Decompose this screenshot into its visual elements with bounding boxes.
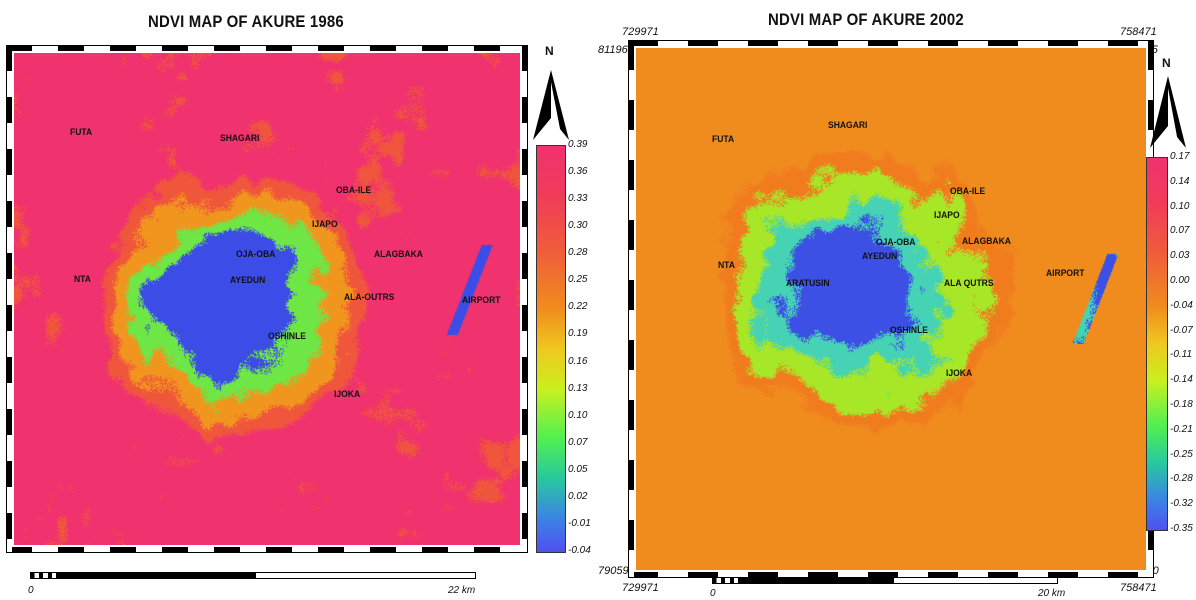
place-label: ALA-OUTRS [344, 292, 395, 302]
north-label: N [545, 44, 554, 58]
scale-bar-2002 [712, 577, 1058, 584]
legend-tick-label: 0.02 [568, 490, 588, 502]
place-label: FUTA [712, 134, 735, 144]
legend-tick-label: 0.22 [568, 301, 588, 313]
ndvi-raster-1986: FUTA SHAGARI OBA-ILE IJAPO OJA-OBA ALAGB… [14, 53, 520, 545]
place-label: AIRPORT [1046, 268, 1085, 278]
coord-bottom-right-x: 758471 [1120, 582, 1157, 594]
legend-tick-label: 0.36 [568, 166, 588, 178]
legend-tick-label: 0.17 [1170, 151, 1190, 162]
legend-tick-label: 0.10 [1170, 200, 1190, 212]
map-title-2002: NDVI MAP OF AKURE 2002 [768, 10, 964, 29]
legend-tick-label: 0.19 [568, 328, 588, 340]
legend-tick-label: 0.28 [568, 247, 588, 259]
place-label: AYEDUN [230, 275, 266, 285]
north-arrow-icon [1150, 76, 1186, 148]
place-label: ALAGBAKA [374, 249, 423, 259]
north-label: N [1162, 56, 1171, 70]
ndvi-raster-canvas-2002 [636, 48, 1146, 570]
coord-top-left-y: 811965 [598, 44, 634, 56]
legend-tick-label: -0.11 [1170, 349, 1193, 361]
place-label: IJOKA [946, 368, 973, 378]
legend-tick-label: 0.33 [568, 193, 588, 205]
coord-bottom-left-y: 790590 [598, 565, 635, 577]
scale-start-label: 0 [710, 588, 716, 599]
place-label: AIRPORT [462, 295, 501, 305]
place-label: OSHINLE [268, 331, 307, 341]
place-label: ARATUSIN [786, 278, 830, 288]
ndvi-legend-ramp-1986 [536, 145, 566, 553]
place-label: FUTA [70, 127, 93, 137]
ndvi-raster-canvas-1986 [14, 53, 520, 545]
place-label: IJAPO [934, 210, 960, 220]
ndvi-raster-2002: FUTA SHAGARI OBA-ILE IJAPO OJA-OBA ALAGB… [636, 48, 1146, 570]
coord-top-left-x: 729971 [622, 26, 659, 38]
legend-tick-label: -0.07 [1170, 324, 1193, 336]
legend-tick-label: -0.14 [1170, 374, 1193, 386]
legend-tick-label: -0.32 [1170, 498, 1193, 510]
legend-tick-label: 0.07 [568, 436, 588, 448]
place-label: OJA-OBA [876, 237, 916, 247]
place-label: IJOKA [334, 389, 361, 399]
north-arrow-icon [533, 70, 569, 140]
coord-top-right-x: 758471 [1120, 26, 1157, 38]
place-label: ALAGBAKA [962, 236, 1011, 246]
legend-tick-label: -0.18 [1170, 399, 1193, 410]
legend-tick-label: 0.16 [568, 355, 588, 367]
place-label: ALA QUTRS [944, 278, 994, 288]
legend-tick-label: -0.01 [568, 517, 591, 529]
scale-start-label: 0 [28, 585, 34, 596]
legend-tick-label: 0.13 [568, 382, 588, 394]
scale-end-label: 22 km [448, 585, 476, 596]
legend-tick-label: 0.25 [568, 274, 588, 286]
legend-tick-label: -0.21 [1170, 423, 1193, 435]
place-label: SHAGARI [828, 120, 868, 130]
place-label: OJA-OBA [236, 249, 276, 259]
place-label: NTA [718, 260, 735, 270]
ndvi-legend-ramp-2002 [1146, 157, 1168, 531]
legend-tick-label: 0.05 [568, 463, 588, 475]
legend-tick-label: 0.07 [1170, 225, 1190, 237]
place-label: OSHINLE [890, 325, 929, 335]
scale-bar-1986 [30, 572, 476, 579]
legend-tick-label: 0.10 [568, 409, 588, 421]
legend-tick-label: 0.14 [1170, 175, 1190, 187]
place-label: IJAPO [312, 219, 338, 229]
legend-tick-label: 0.30 [568, 220, 588, 232]
legend-tick-label: 0.03 [1170, 250, 1190, 262]
legend-tick-label: 0.00 [1170, 275, 1190, 286]
legend-tick-label: -0.04 [1170, 299, 1193, 311]
place-label: NTA [74, 274, 91, 284]
legend-tick-label: -0.25 [1170, 448, 1193, 460]
place-label: OBA-ILE [336, 185, 372, 195]
map-title-1986: NDVI MAP OF AKURE 1986 [148, 12, 344, 31]
scale-end-label: 20 km [1038, 588, 1066, 599]
place-label: AYEDUN [862, 251, 898, 261]
legend-tick-label: -0.28 [1170, 473, 1193, 485]
place-label: OBA-ILE [950, 186, 986, 196]
coord-bottom-left-x: 729971 [622, 582, 659, 594]
legend-tick-label: -0.35 [1170, 523, 1193, 534]
place-label: SHAGARI [220, 133, 260, 143]
legend-tick-label: 0.39 [568, 139, 588, 150]
legend-tick-label: -0.04 [568, 545, 591, 556]
